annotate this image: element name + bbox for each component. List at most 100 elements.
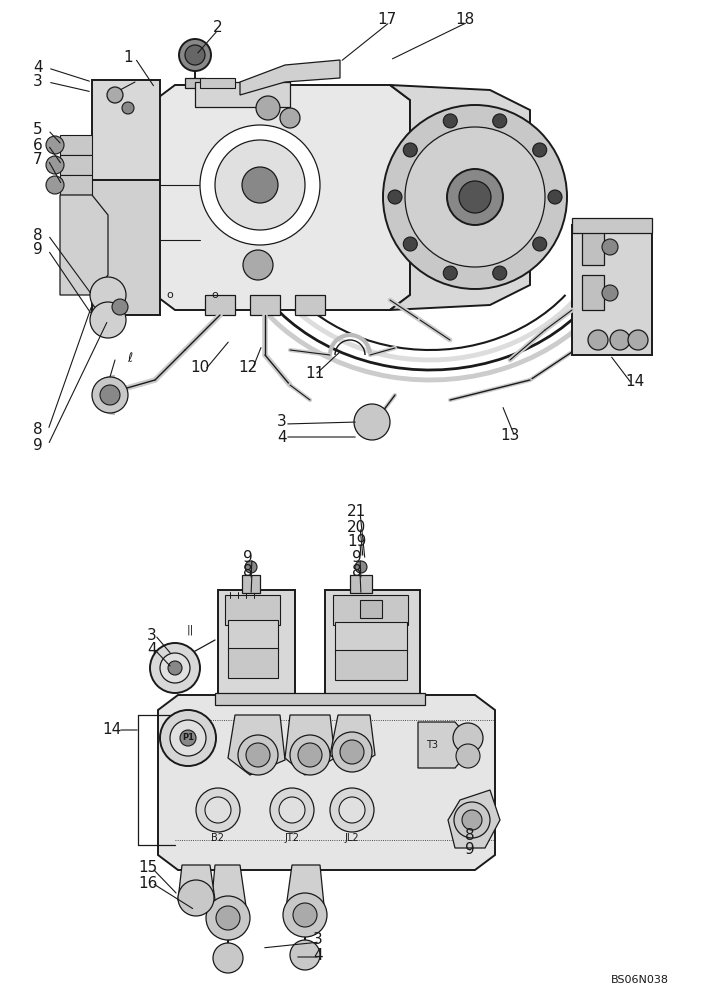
Bar [225, 595, 280, 625]
Bar [185, 78, 205, 88]
Circle shape [196, 788, 240, 832]
Circle shape [332, 732, 372, 772]
Text: 3: 3 [277, 414, 287, 430]
Text: 13: 13 [501, 428, 520, 442]
Polygon shape [390, 85, 530, 310]
Circle shape [340, 740, 364, 764]
Text: 14: 14 [103, 722, 122, 738]
Bar [200, 78, 235, 88]
Circle shape [388, 190, 402, 204]
Circle shape [213, 943, 243, 973]
Circle shape [453, 723, 483, 753]
Circle shape [330, 788, 374, 832]
Text: 1: 1 [123, 50, 133, 66]
Circle shape [112, 299, 128, 315]
Circle shape [242, 167, 278, 203]
Text: 4: 4 [313, 948, 323, 962]
Bar [195, 82, 290, 107]
Circle shape [107, 87, 123, 103]
Circle shape [238, 735, 278, 775]
Circle shape [454, 802, 490, 838]
Polygon shape [60, 195, 108, 295]
Circle shape [90, 277, 126, 313]
Circle shape [602, 285, 618, 301]
Text: 3: 3 [313, 932, 323, 948]
Text: P1: P1 [182, 734, 194, 742]
Text: 3: 3 [33, 75, 43, 90]
Circle shape [493, 266, 507, 280]
Circle shape [293, 903, 317, 927]
Text: 16: 16 [138, 876, 157, 890]
Text: B2: B2 [211, 833, 224, 843]
Circle shape [216, 906, 240, 930]
Text: 10: 10 [190, 360, 209, 375]
Bar [228, 648, 278, 678]
Polygon shape [448, 790, 500, 848]
Text: 12: 12 [239, 360, 258, 375]
Circle shape [354, 404, 390, 440]
Polygon shape [60, 155, 92, 175]
Polygon shape [325, 590, 420, 700]
Text: 18: 18 [456, 12, 475, 27]
Text: 14: 14 [625, 374, 644, 389]
Circle shape [298, 743, 322, 767]
Text: 8: 8 [33, 422, 43, 438]
Circle shape [122, 102, 134, 114]
Circle shape [178, 880, 214, 916]
Text: ||: || [187, 625, 194, 635]
Text: 8: 8 [352, 564, 362, 580]
Text: 4: 4 [277, 430, 287, 444]
Circle shape [290, 735, 330, 775]
Text: 17: 17 [377, 12, 397, 27]
Text: 19: 19 [347, 534, 367, 550]
Bar [242, 575, 260, 593]
Circle shape [493, 114, 507, 128]
Text: o: o [167, 290, 174, 300]
Text: T3: T3 [426, 740, 438, 750]
Text: 4: 4 [147, 643, 157, 658]
Text: o: o [211, 290, 219, 300]
Circle shape [383, 105, 567, 289]
Circle shape [205, 797, 231, 823]
Text: 9: 9 [352, 550, 362, 564]
Bar [228, 620, 278, 650]
Text: 9: 9 [33, 242, 43, 257]
Polygon shape [285, 865, 325, 935]
Circle shape [200, 125, 320, 245]
Circle shape [90, 302, 126, 338]
Circle shape [246, 743, 270, 767]
Bar [582, 275, 604, 310]
Bar [335, 650, 407, 680]
Circle shape [46, 156, 64, 174]
Circle shape [160, 653, 190, 683]
Text: 8: 8 [465, 828, 475, 842]
Circle shape [548, 190, 562, 204]
Polygon shape [158, 695, 495, 870]
Bar [360, 600, 382, 618]
Polygon shape [285, 715, 335, 775]
Circle shape [215, 140, 305, 230]
Circle shape [168, 661, 182, 675]
Text: 5: 5 [33, 122, 43, 137]
Text: 7: 7 [33, 152, 43, 167]
Text: 8: 8 [33, 228, 43, 242]
Text: 2: 2 [213, 20, 223, 35]
Polygon shape [60, 175, 92, 195]
Circle shape [602, 239, 618, 255]
Bar [205, 295, 235, 315]
Polygon shape [228, 715, 285, 775]
Circle shape [339, 797, 365, 823]
Circle shape [533, 143, 547, 157]
Text: 9: 9 [243, 550, 253, 564]
Text: 6: 6 [33, 137, 43, 152]
Circle shape [185, 45, 205, 65]
Circle shape [405, 127, 545, 267]
Circle shape [533, 237, 547, 251]
Text: JT2: JT2 [285, 833, 300, 843]
Text: 20: 20 [347, 520, 367, 534]
Text: 3: 3 [147, 628, 157, 643]
Text: BS06N038: BS06N038 [611, 975, 669, 985]
Circle shape [283, 893, 327, 937]
Circle shape [444, 114, 457, 128]
Text: 4: 4 [33, 60, 43, 76]
